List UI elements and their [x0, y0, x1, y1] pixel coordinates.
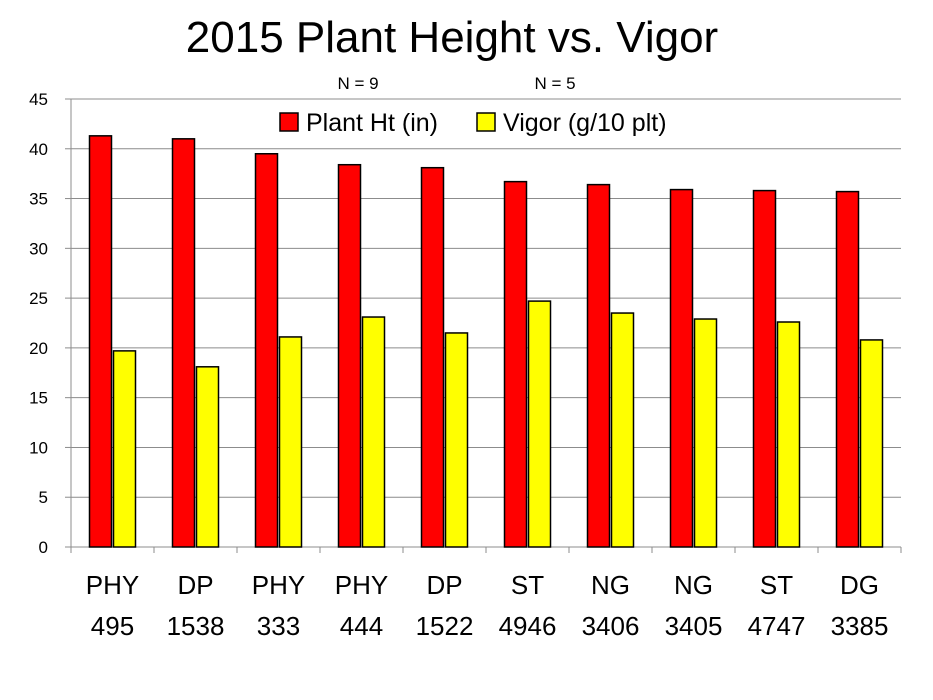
- bar-plant-ht: [835, 190, 860, 548]
- x-tick-label-line1: ST: [760, 570, 793, 600]
- y-tick-label: 45: [29, 90, 48, 109]
- y-tick-label: 15: [29, 389, 48, 408]
- y-tick-label: 35: [29, 190, 48, 209]
- y-tick-label: 25: [29, 289, 48, 308]
- tick-labels: 0 5 10 15 20 25 30 35 40 45 PHY 495 DP 1538 PHY 333 PHY 4…: [29, 90, 888, 641]
- bar-vigor: [859, 339, 884, 548]
- x-tick-label-line2: 1522: [416, 611, 474, 641]
- legend-label-plant-ht: Plant Ht (in): [306, 109, 438, 137]
- y-tick-label: 30: [29, 239, 48, 258]
- y-tick-label: 10: [29, 438, 48, 457]
- bars: [88, 135, 884, 548]
- x-tick-label-line1: DP: [426, 570, 462, 600]
- annotation-n5: N = 5: [534, 74, 575, 93]
- legend-swatch-vigor: [476, 112, 496, 132]
- bar-plant-ht: [503, 180, 528, 548]
- bar-plant-ht: [337, 163, 362, 548]
- x-tick-label-line2: 444: [340, 611, 383, 641]
- x-tick-label-line2: 3385: [831, 611, 889, 641]
- x-tick-label-line2: 495: [91, 611, 134, 641]
- y-tick-label: 0: [39, 538, 48, 557]
- gridlines: [71, 98, 901, 498]
- y-tick-label: 20: [29, 339, 48, 358]
- annotation-n9: N = 9: [337, 74, 378, 93]
- x-tick-label-line2: 333: [257, 611, 300, 641]
- x-tick-label-line2: 1538: [167, 611, 225, 641]
- bar-vigor: [278, 336, 303, 548]
- bar-vigor: [776, 321, 801, 548]
- x-tick-label-line2: 3405: [665, 611, 723, 641]
- bar-vigor: [112, 350, 137, 548]
- legend-swatch-plant-ht: [279, 112, 299, 132]
- bar-vigor: [610, 312, 635, 548]
- bar-vigor: [361, 316, 386, 548]
- x-tick-label-line1: PHY: [252, 570, 305, 600]
- bar-vigor: [444, 332, 469, 548]
- x-tick-label-line1: DP: [177, 570, 213, 600]
- bar-plant-ht: [88, 135, 113, 548]
- bar-plant-ht: [752, 189, 777, 548]
- bar-vigor: [693, 318, 718, 548]
- y-tick-label: 5: [39, 488, 48, 507]
- bar-vigor: [527, 300, 552, 548]
- x-tick-label-line1: NG: [591, 570, 630, 600]
- x-tick-label-line2: 4946: [499, 611, 557, 641]
- bar-plant-ht: [586, 183, 611, 548]
- x-tick-label-line2: 3406: [582, 611, 640, 641]
- legend: Plant Ht (in) Vigor (g/10 plt): [279, 109, 667, 137]
- x-tick-label-line1: DG: [840, 570, 879, 600]
- legend-label-vigor: Vigor (g/10 plt): [503, 109, 667, 137]
- x-tick-label-line2: 4747: [748, 611, 806, 641]
- bar-plant-ht: [254, 153, 279, 548]
- chart-title: 2015 Plant Height vs. Vigor: [186, 13, 718, 62]
- bar-plant-ht: [171, 138, 196, 548]
- x-tick-label-line1: NG: [674, 570, 713, 600]
- x-tick-label-line1: ST: [511, 570, 544, 600]
- bar-vigor: [195, 366, 220, 548]
- x-tick-label-line1: PHY: [86, 570, 139, 600]
- x-tick-label-line1: PHY: [335, 570, 388, 600]
- bar-plant-ht: [420, 166, 445, 548]
- y-tick-label: 40: [29, 140, 48, 159]
- bar-plant-ht: [669, 188, 694, 548]
